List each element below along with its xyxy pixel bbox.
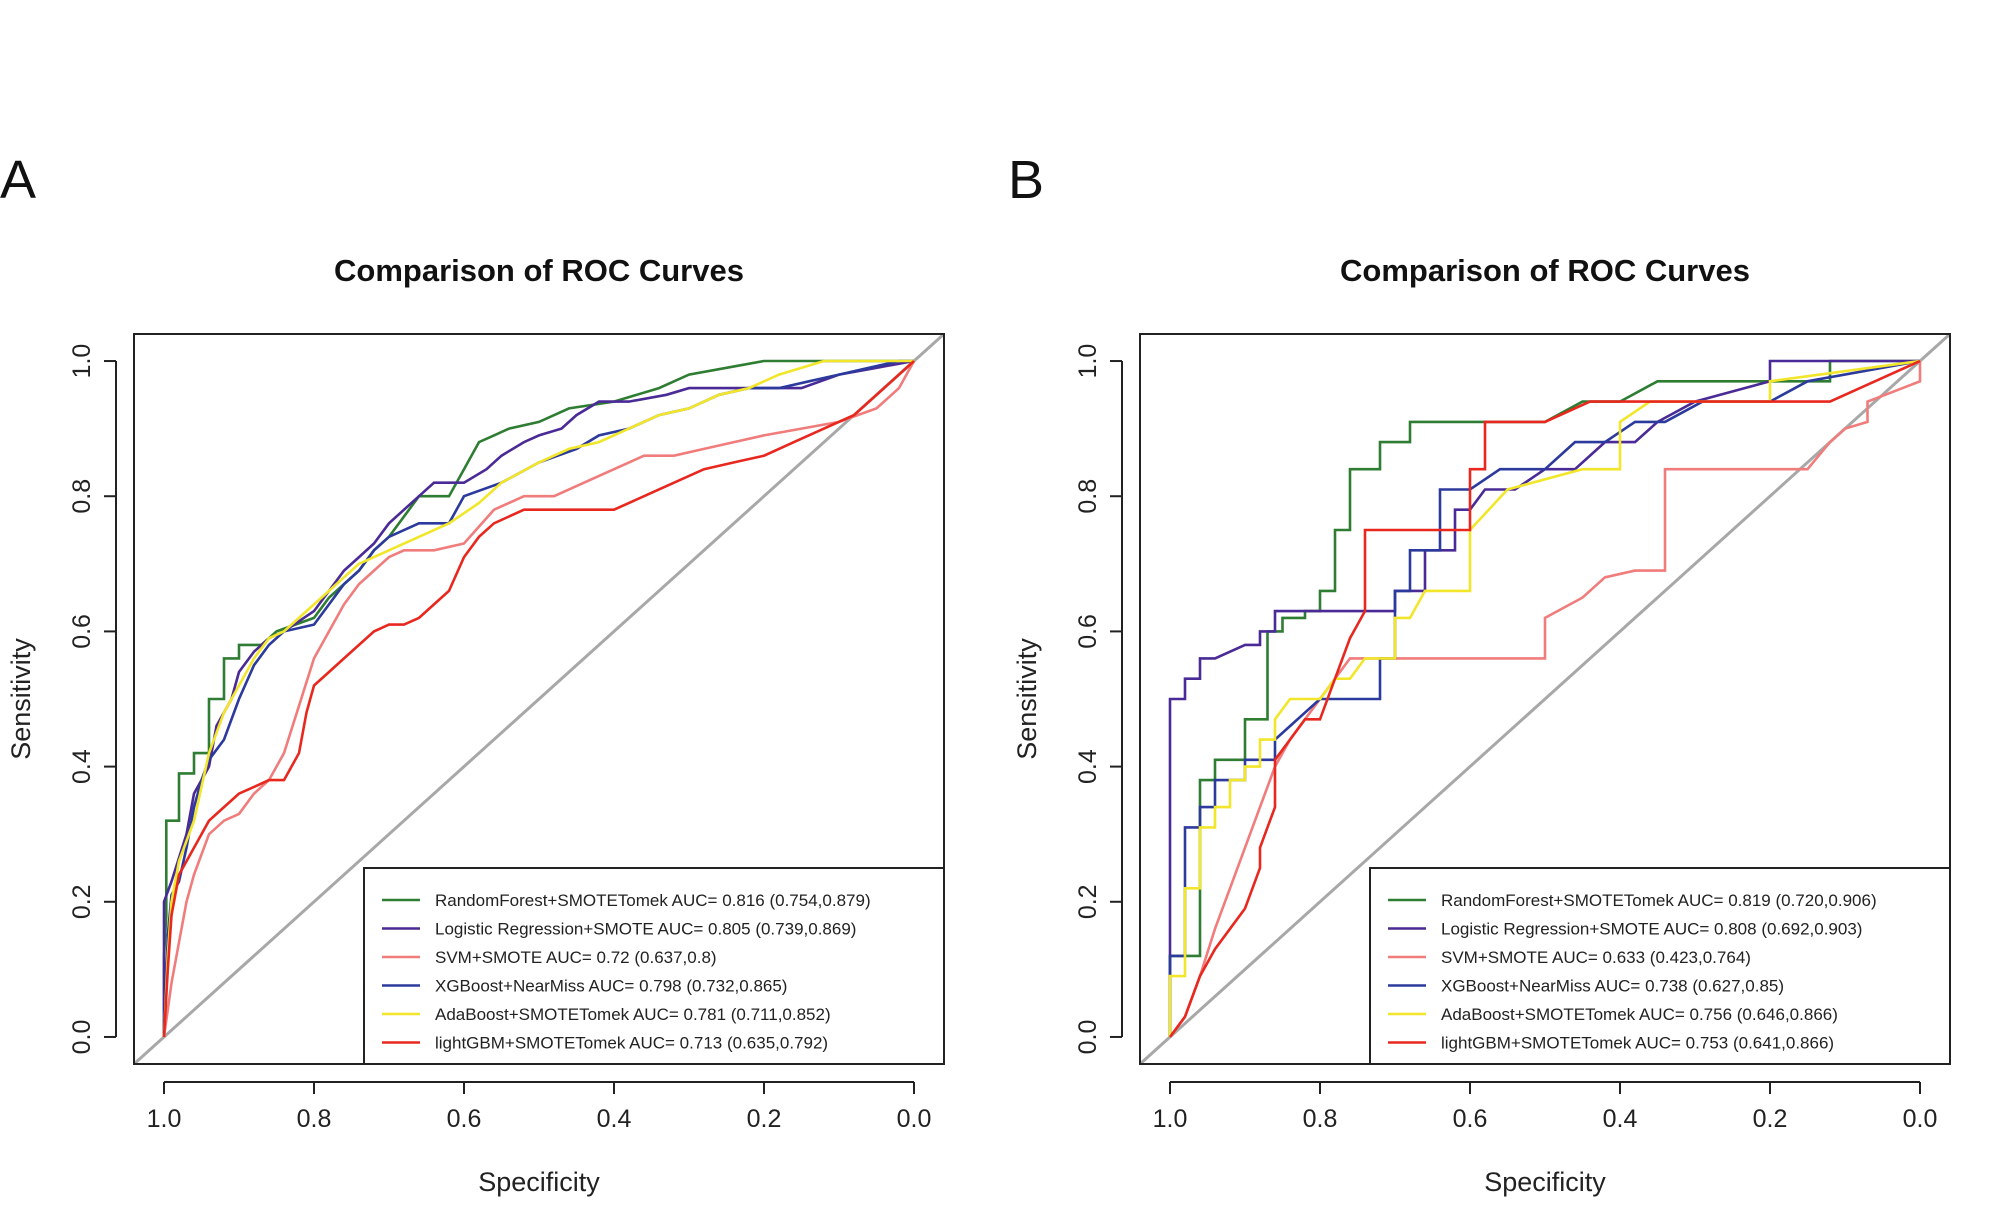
legend-box <box>1369 867 1951 1065</box>
y-axis-label: Sensitivity <box>1012 638 1042 760</box>
y-tick-label: 0.6 <box>1074 614 1102 649</box>
x-tick-label: 0.4 <box>1603 1105 1638 1133</box>
legend-entry: AdaBoost+SMOTETomek AUC= 0.781 (0.711,0.… <box>435 1005 831 1024</box>
roc-curve-randomforest-smotetomek <box>1168 359 1920 1037</box>
x-tick-label: 0.6 <box>1453 1105 1488 1133</box>
legend-entry: lightGBM+SMOTETomek AUC= 0.713 (0.635,0.… <box>435 1034 828 1053</box>
y-tick-label: 0.8 <box>68 479 96 514</box>
diagonal-reference-line <box>132 332 946 1066</box>
legend: RandomForest+SMOTETomek AUC= 0.816 (0.75… <box>363 867 945 1065</box>
roc-curve-logistic-regression-smote <box>1168 359 1920 1037</box>
y-tick-label: 0.6 <box>68 614 96 649</box>
legend-entry: Logistic Regression+SMOTE AUC= 0.808 (0.… <box>1441 920 1862 939</box>
x-tick-label: 0.2 <box>1753 1105 1788 1133</box>
x-axis-label: Specificity <box>1484 1167 1606 1197</box>
diagonal-reference-line <box>1138 332 1952 1066</box>
roc-curve-svm-smote <box>162 360 916 1038</box>
y-tick-label: 0.0 <box>1074 1020 1102 1055</box>
x-tick-label: 0.0 <box>897 1105 932 1133</box>
x-tick-label: 0.8 <box>297 1105 332 1133</box>
y-axis-label: Sensitivity <box>6 638 36 760</box>
panel-b: B Comparison of ROC Curves 1.0 0.8 0.6 0.4 0.2… <box>1008 150 1952 1197</box>
x-tick-label: 0.4 <box>597 1105 632 1133</box>
x-tick-label: 1.0 <box>147 1105 182 1133</box>
legend-entry: SVM+SMOTE AUC= 0.72 (0.637,0.8) <box>435 948 717 967</box>
legend-entry: lightGBM+SMOTETomek AUC= 0.753 (0.641,0.… <box>1441 1034 1834 1053</box>
x-tick-label: 1.0 <box>1153 1105 1188 1133</box>
roc-curve-lightgbm-smotetomek <box>162 360 915 1038</box>
y-tick-label: 1.0 <box>68 344 96 379</box>
legend-entry: XGBoost+NearMiss AUC= 0.798 (0.732,0.865… <box>435 977 787 996</box>
y-tick-label: 0.4 <box>1074 749 1102 784</box>
legend-entry: AdaBoost+SMOTETomek AUC= 0.756 (0.646,0.… <box>1441 1005 1838 1024</box>
legend-entry: RandomForest+SMOTETomek AUC= 0.816 (0.75… <box>435 891 871 910</box>
legend-entry: Logistic Regression+SMOTE AUC= 0.805 (0.… <box>435 920 856 939</box>
x-tick-label: 0.2 <box>747 1105 782 1133</box>
y-tick-label: 1.0 <box>1074 344 1102 379</box>
y-tick-label: 0.2 <box>68 884 96 919</box>
roc-curve-logistic-regression-smote <box>162 359 915 1037</box>
x-axis-label: Specificity <box>478 1167 600 1197</box>
x-tick-label: 0.6 <box>447 1105 482 1133</box>
legend-box <box>363 867 945 1065</box>
y-tick-label: 0.4 <box>68 749 96 784</box>
panel-letter: B <box>1008 150 1044 210</box>
legend-entry: SVM+SMOTE AUC= 0.633 (0.423,0.764) <box>1441 948 1751 967</box>
legend-entry: RandomForest+SMOTETomek AUC= 0.819 (0.72… <box>1441 891 1877 910</box>
y-tick-label: 0.2 <box>1074 884 1102 919</box>
panel-a: A Comparison of ROC Curves 1.0 0.8 0.6 0.4 0.2… <box>0 150 946 1197</box>
roc-curve-lightgbm-smotetomek <box>1168 359 1921 1038</box>
roc-curve-adaboost-smotetomek <box>162 359 914 1038</box>
legend: RandomForest+SMOTETomek AUC= 0.819 (0.72… <box>1369 867 1951 1065</box>
chart-title: Comparison of ROC Curves <box>334 253 744 288</box>
x-tick-label: 0.0 <box>1903 1105 1938 1133</box>
y-tick-label: 0.8 <box>1074 479 1102 514</box>
x-tick-label: 0.8 <box>1303 1105 1338 1133</box>
chart-title: Comparison of ROC Curves <box>1340 253 1750 288</box>
roc-curve-svm-smote <box>1168 361 1922 1038</box>
legend-entry: XGBoost+NearMiss AUC= 0.738 (0.627,0.85) <box>1441 977 1784 996</box>
y-tick-label: 0.0 <box>68 1020 96 1055</box>
panel-letter: A <box>0 150 36 210</box>
